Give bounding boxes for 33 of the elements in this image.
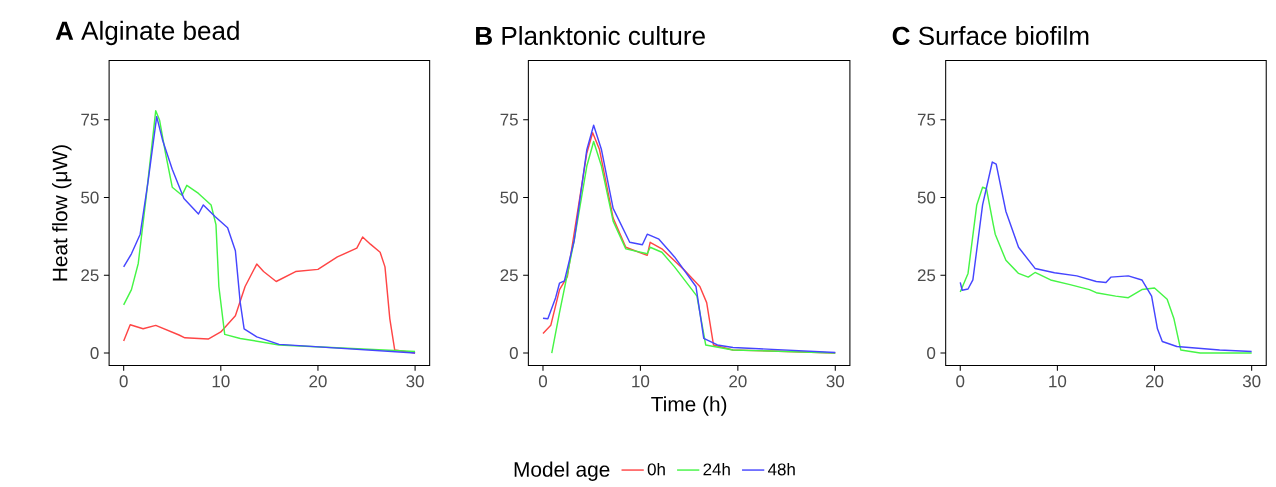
y-tick-label: 75: [500, 113, 518, 126]
x-tick-label: 0: [538, 375, 548, 388]
x-tick-label: 10: [212, 375, 230, 388]
chart-title: A Alginate bead: [55, 20, 239, 46]
y-tick-label: 50: [81, 191, 99, 204]
y-tick-label: 75: [81, 113, 99, 126]
x-tick-label: 10: [1049, 375, 1067, 388]
x-tick-label: 30: [406, 375, 424, 388]
x-tick-label: 10: [632, 375, 650, 388]
y-tick-label: 50: [500, 191, 518, 204]
x-tick-label: 20: [729, 375, 747, 388]
legend-title: Model age: [514, 461, 610, 482]
chart-title: B Planktonic culture: [476, 26, 705, 46]
legend-label: 48h: [768, 463, 795, 476]
x-tick-label: 20: [309, 375, 327, 388]
y-tick-label: 25: [500, 269, 518, 282]
y-tick-label: 0: [927, 347, 936, 360]
legend-label: 0h: [647, 463, 665, 476]
y-tick-label: 75: [917, 113, 936, 126]
y-tick-label: 0: [90, 347, 99, 360]
y-tick-label: 50: [917, 191, 936, 204]
x-tick-label: 20: [1145, 375, 1164, 388]
x-axis-title: Time (h): [651, 396, 727, 416]
y-tick-label: 0: [509, 347, 518, 360]
x-tick-label: 30: [826, 375, 845, 388]
x-tick-label: 0: [956, 375, 965, 388]
legend-label: 24h: [703, 463, 730, 476]
x-tick-label: 30: [1242, 375, 1261, 388]
y-axis-title: Heat flow (μW): [52, 145, 72, 281]
y-tick-label: 25: [81, 269, 99, 282]
chart-title: C Surface biofilm: [892, 26, 1089, 46]
y-tick-label: 25: [917, 269, 936, 282]
x-tick-label: 0: [119, 375, 128, 388]
